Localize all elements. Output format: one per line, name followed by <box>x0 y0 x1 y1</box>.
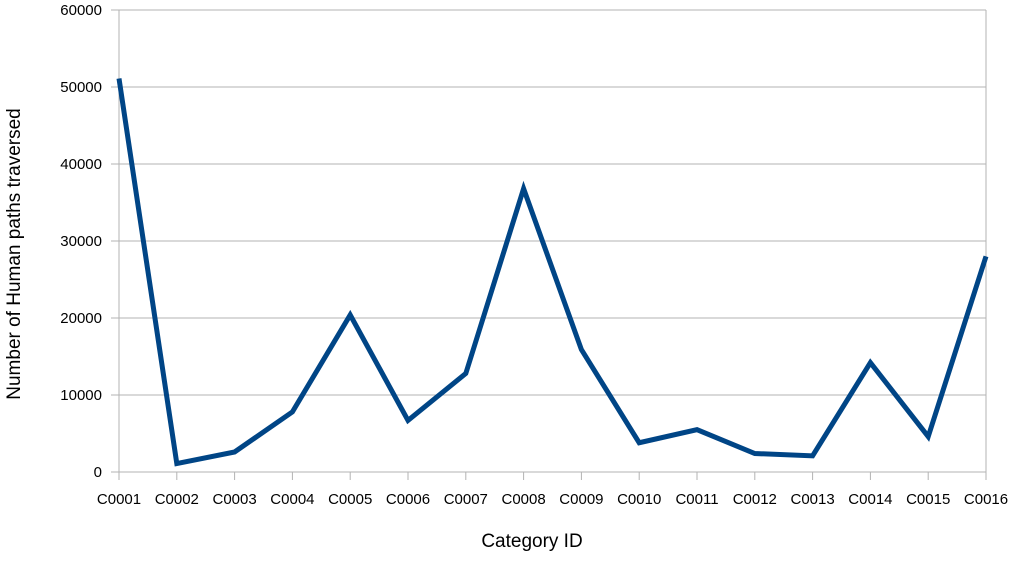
data-point-C0004 <box>292 411 293 412</box>
series-group <box>116 78 989 467</box>
data-point-C0010 <box>639 442 640 443</box>
y-axis-title: Number of Human paths traversed <box>4 108 25 399</box>
x-tick-label-C0003: C0003 <box>212 491 256 508</box>
data-point-C0014 <box>870 362 871 363</box>
data-point-C0012 <box>754 453 755 454</box>
x-tick-label-C0005: C0005 <box>328 491 372 508</box>
axes <box>111 9 987 480</box>
y-tick-label: 30000 <box>60 233 102 250</box>
data-point-C0016 <box>986 256 987 257</box>
x-tick-label-C0002: C0002 <box>155 491 199 508</box>
x-tick-label-C0004: C0004 <box>270 491 314 508</box>
y-tick-label: 20000 <box>60 310 102 327</box>
x-tick-label-C0008: C0008 <box>501 491 545 508</box>
data-point-C0015 <box>928 436 929 437</box>
x-tick-label-C0012: C0012 <box>733 491 777 508</box>
data-point-C0006 <box>408 420 409 421</box>
x-tick-label-C0015: C0015 <box>906 491 950 508</box>
y-tick-label: 50000 <box>60 79 102 96</box>
x-tick-label-C0009: C0009 <box>559 491 603 508</box>
x-tick-label-C0006: C0006 <box>386 491 430 508</box>
x-tick-label-C0007: C0007 <box>444 491 488 508</box>
data-point-C0011 <box>697 429 698 430</box>
series-line-0 <box>116 78 989 467</box>
y-tick-label: 40000 <box>60 156 102 173</box>
x-tick-label-C0016: C0016 <box>964 491 1008 508</box>
x-tick-label-C0011: C0011 <box>675 491 718 508</box>
y-tick-label: 10000 <box>60 387 102 404</box>
data-point-C0003 <box>234 451 235 452</box>
data-point-C0008 <box>523 188 524 189</box>
y-tick-label: 0 <box>94 464 102 481</box>
y-tick-labels: 0 10000 20000 30000 40000 50000 60000 <box>60 2 102 481</box>
y-tick-label: 60000 <box>60 2 102 19</box>
data-point-C0005 <box>350 314 351 315</box>
data-point-C0007 <box>465 373 466 374</box>
x-tick-label-C0001: C0001 <box>97 491 141 508</box>
x-axis-title: Category ID <box>481 531 582 552</box>
data-point-C0009 <box>581 349 582 350</box>
gridlines <box>119 9 986 473</box>
x-tick-label-C0010: C0010 <box>617 491 661 508</box>
data-point-C0013 <box>812 455 813 456</box>
x-tick-label-C0014: C0014 <box>848 491 892 508</box>
data-point-C0002 <box>176 463 177 464</box>
data-point-C0001 <box>119 78 120 79</box>
x-tick-label-C0013: C0013 <box>790 491 834 508</box>
x-tick-labels: C0001 C0002 C0003 C0004 C0005 C0006 C0007 C0008… <box>97 491 1008 508</box>
